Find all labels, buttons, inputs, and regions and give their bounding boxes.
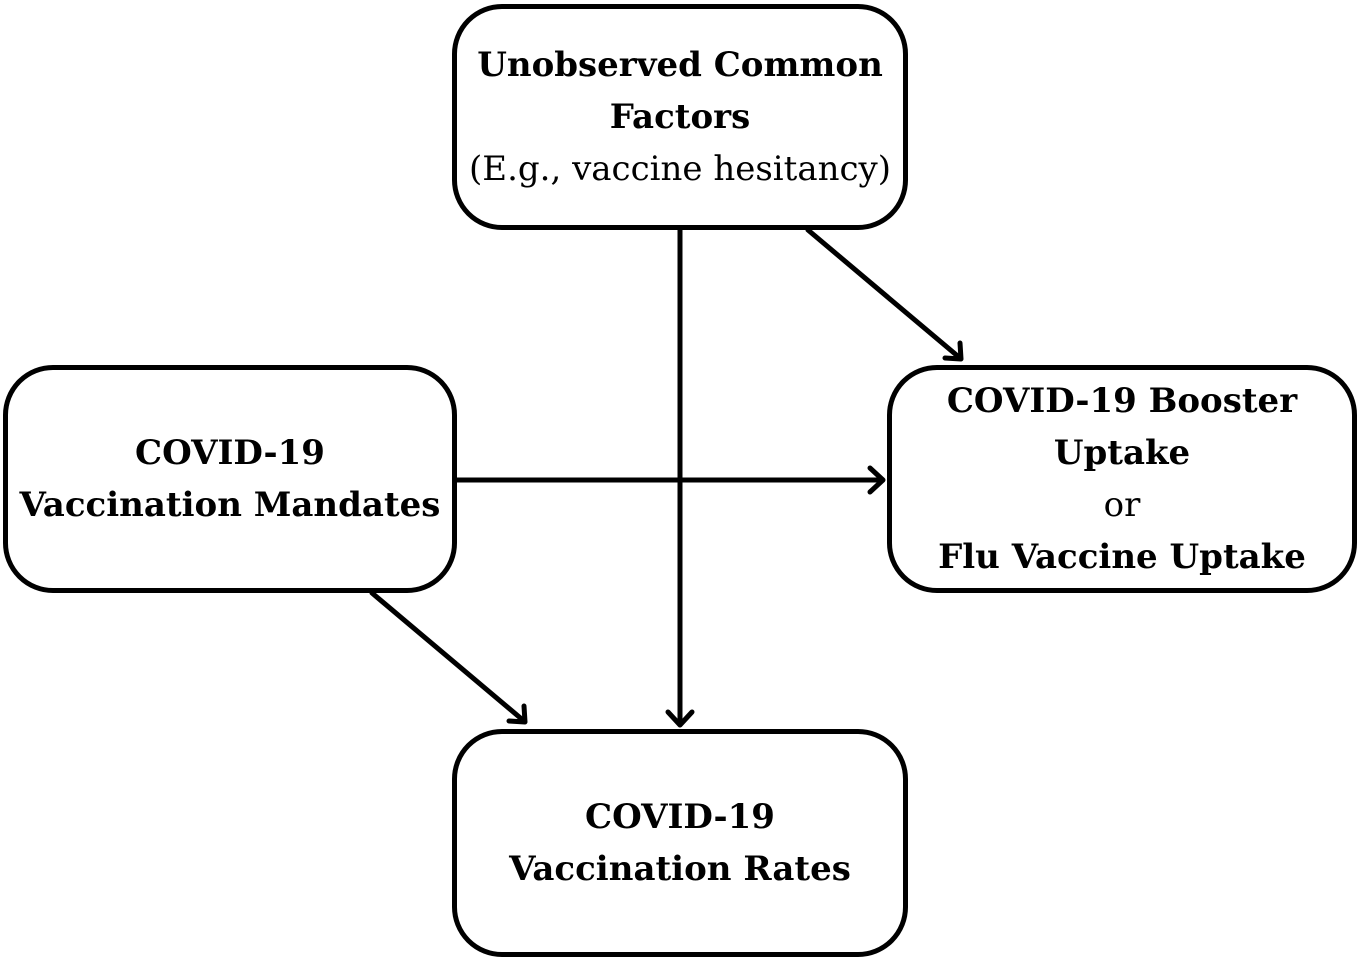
arrow-mandates-to-booster — [454, 465, 886, 495]
node-mandates-line1: COVID-19 — [135, 433, 325, 473]
node-factors-title-line2: Factors — [609, 97, 751, 137]
node-booster-or: or — [1103, 485, 1141, 525]
node-rates-line1: COVID-19 — [585, 797, 775, 837]
node-booster-line1: COVID-19 Booster — [946, 381, 1298, 421]
node-rates-line2: Vaccination Rates — [509, 849, 851, 889]
node-booster-line2: Uptake — [1053, 433, 1191, 473]
arrow-factors-to-booster — [805, 227, 964, 362]
node-mandates-line2: Vaccination Mandates — [19, 485, 441, 525]
node-vaccination-rates: COVID-19 Vaccination Rates — [452, 729, 908, 957]
node-booster-line4: Flu Vaccine Uptake — [938, 537, 1306, 577]
arrow-mandates-to-rates — [369, 590, 528, 725]
node-vaccination-mandates: COVID-19 Vaccination Mandates — [3, 365, 457, 593]
node-factors-example: (E.g., vaccine hesitancy) — [468, 149, 892, 189]
node-unobserved-common-factors: Unobserved Common Factors (E.g., vaccine… — [452, 4, 908, 230]
node-booster-or-flu-uptake: COVID-19 Booster Uptake or Flu Vaccine U… — [887, 365, 1357, 593]
node-factors-title-line1: Unobserved Common — [477, 45, 883, 85]
arrow-factors-to-rates — [665, 227, 695, 728]
